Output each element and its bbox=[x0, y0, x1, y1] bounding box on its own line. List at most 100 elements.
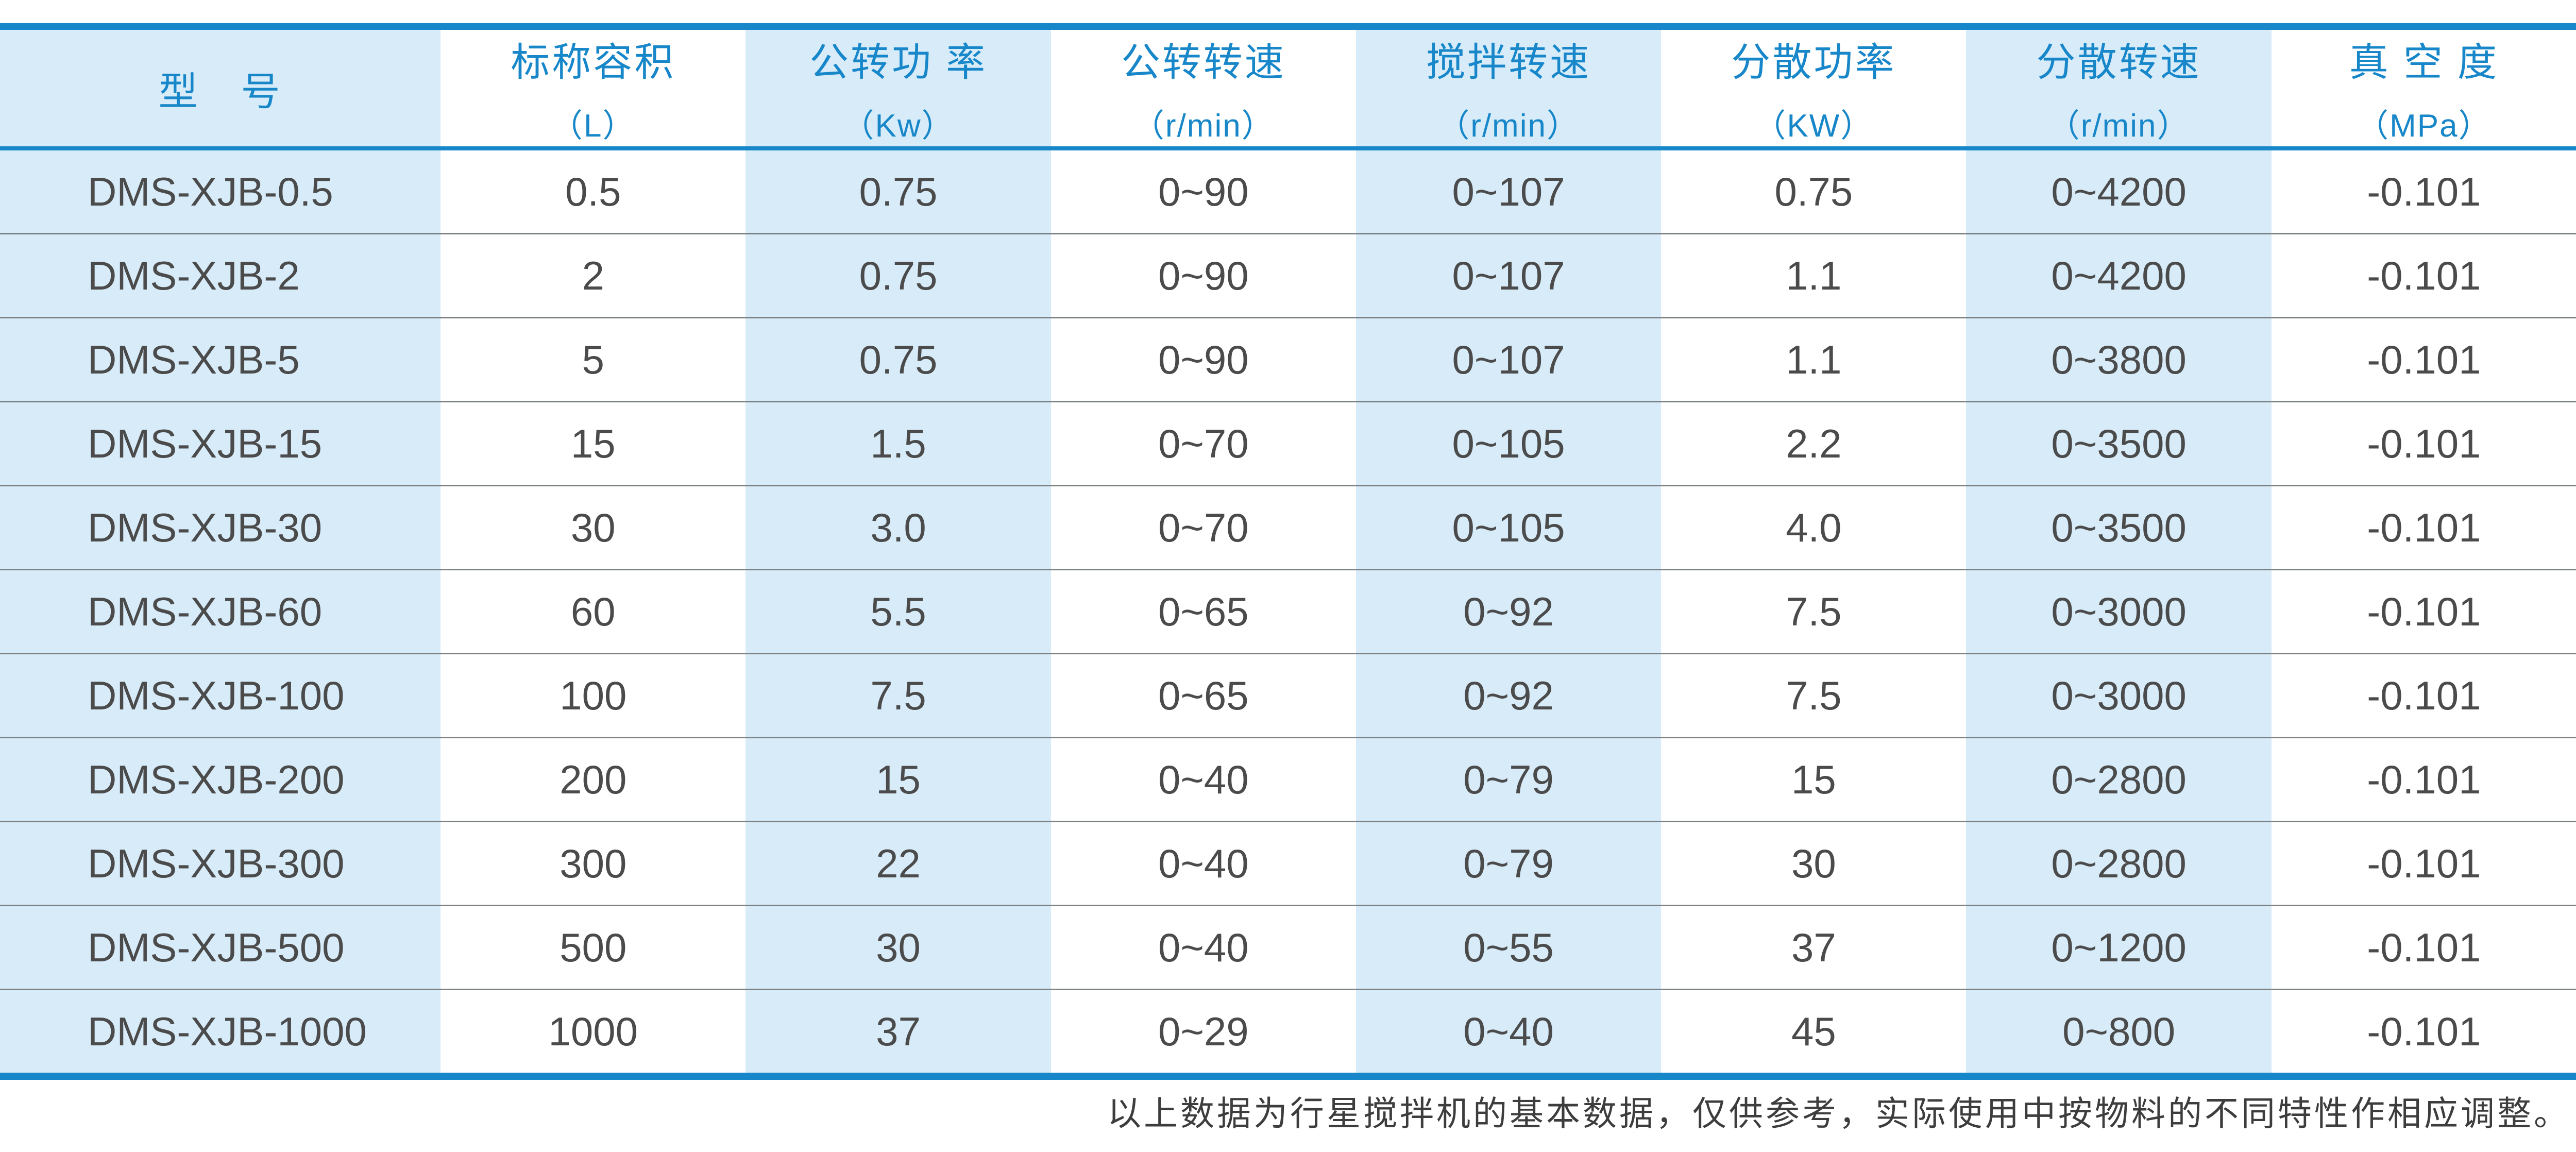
table-header-row: 型 号 标称容积 （L） 公转功 率 （Kw） 公转转速 （r/min） 搅拌转速 （r/min… bbox=[0, 30, 2576, 150]
column-unit: （Kw） bbox=[842, 108, 955, 144]
value-cell: 100 bbox=[560, 672, 627, 718]
value-cell: 0~40 bbox=[1158, 840, 1249, 886]
column-unit: （r/min） bbox=[1437, 108, 1580, 144]
header-cell-0: 型 号 bbox=[0, 30, 441, 146]
spec-table: 型 号 标称容积 （L） 公转功 率 （Kw） 公转转速 （r/min） 搅拌转速 （r/min… bbox=[0, 23, 2576, 1080]
value-cell: 15 bbox=[745, 738, 1051, 821]
value-cell: 0~800 bbox=[1966, 990, 2272, 1073]
value-cell: 60 bbox=[570, 588, 616, 634]
model-cell: DMS-XJB-5 bbox=[0, 318, 441, 401]
table-row: DMS-XJB-30 30 3.0 0~70 0~105 4.0 0~3500 -0.101 bbox=[0, 485, 2576, 569]
value-cell: 0~105 bbox=[1355, 402, 1662, 485]
table-body: DMS-XJB-0.5 0.5 0.75 0~90 0~107 0.75 0~4200 -0.… bbox=[0, 150, 2576, 1073]
column-unit: （r/min） bbox=[2047, 108, 2190, 144]
value-cell: 37 bbox=[745, 990, 1051, 1073]
column-unit: （KW） bbox=[1754, 108, 1874, 144]
value-cell: 0~92 bbox=[1355, 654, 1662, 737]
value-cell: 22 bbox=[745, 822, 1051, 905]
value-cell: 0~70 bbox=[1158, 420, 1249, 466]
model-cell: DMS-XJB-100 bbox=[0, 654, 441, 737]
value-cell: 0~79 bbox=[1355, 738, 1662, 821]
model-cell: DMS-XJB-200 bbox=[0, 738, 441, 821]
value-cell: 0~70 bbox=[1158, 504, 1249, 550]
value-cell: 45 bbox=[1791, 1008, 1836, 1054]
value-cell: 0~3000 bbox=[1966, 654, 2272, 737]
value-cell: 0~107 bbox=[1355, 234, 1662, 317]
value-cell: 0~90 bbox=[1158, 168, 1249, 214]
column-unit: （L） bbox=[551, 108, 636, 144]
value-cell: 0~90 bbox=[1158, 252, 1249, 298]
column-title: 标称容积 bbox=[511, 41, 676, 84]
value-cell: 0~79 bbox=[1355, 822, 1662, 905]
table-row: DMS-XJB-200 200 15 0~40 0~79 15 0~2800 -0.101 bbox=[0, 737, 2576, 821]
value-cell: 0~29 bbox=[1158, 1008, 1249, 1054]
value-cell: 0~3800 bbox=[1966, 318, 2272, 401]
value-cell: -0.101 bbox=[2367, 756, 2481, 802]
header-cell-7: 真 空 度 （MPa） bbox=[2272, 30, 2576, 146]
value-cell: 0~107 bbox=[1355, 150, 1662, 233]
value-cell: 0.5 bbox=[565, 168, 621, 214]
table-row: DMS-XJB-60 60 5.5 0~65 0~92 7.5 0~3000 -0.101 bbox=[0, 569, 2576, 653]
value-cell: 0~92 bbox=[1355, 570, 1662, 653]
model-cell: DMS-XJB-0.5 bbox=[0, 150, 441, 233]
value-cell: 0.75 bbox=[745, 318, 1051, 401]
value-cell: 7.5 bbox=[1786, 588, 1842, 634]
table-row: DMS-XJB-2 2 0.75 0~90 0~107 1.1 0~4200 -0.101 bbox=[0, 233, 2576, 317]
value-cell: 5.5 bbox=[745, 570, 1051, 653]
value-cell: 0~65 bbox=[1158, 588, 1249, 634]
column-title: 搅拌转速 bbox=[1426, 41, 1591, 84]
value-cell: 0~107 bbox=[1355, 318, 1662, 401]
header-cell-6: 分散转速 （r/min） bbox=[1966, 30, 2272, 146]
value-cell: 1.5 bbox=[745, 402, 1051, 485]
value-cell: 0.75 bbox=[745, 150, 1051, 233]
column-title: 真 空 度 bbox=[2349, 41, 2499, 84]
value-cell: -0.101 bbox=[2367, 252, 2481, 298]
column-title: 分散功率 bbox=[1731, 41, 1896, 84]
header-cell-5: 分散功率 （KW） bbox=[1661, 30, 1966, 146]
value-cell: 0~40 bbox=[1158, 756, 1249, 802]
value-cell: 3.0 bbox=[745, 486, 1051, 569]
table-row: DMS-XJB-100 100 7.5 0~65 0~92 7.5 0~3000 -0.101 bbox=[0, 653, 2576, 737]
value-cell: 1.1 bbox=[1786, 252, 1842, 298]
value-cell: 0~3500 bbox=[1966, 402, 2272, 485]
value-cell: 30 bbox=[1791, 840, 1836, 886]
header-cell-2: 公转功 率 （Kw） bbox=[745, 30, 1051, 146]
table-row: DMS-XJB-0.5 0.5 0.75 0~90 0~107 0.75 0~4200 -0.… bbox=[0, 150, 2576, 233]
value-cell: 0~65 bbox=[1158, 672, 1249, 718]
value-cell: 0~1200 bbox=[1966, 906, 2272, 989]
footnote: 以上数据为行星搅拌机的基本数据，仅供参考，实际使用中按物料的不同特性作相应调整。 bbox=[1107, 1095, 2570, 1133]
value-cell: 37 bbox=[1791, 924, 1836, 970]
value-cell: 0~2800 bbox=[1966, 738, 2272, 821]
header-cell-4: 搅拌转速 （r/min） bbox=[1355, 30, 1662, 146]
model-cell: DMS-XJB-60 bbox=[0, 570, 441, 653]
value-cell: 30 bbox=[570, 504, 616, 550]
value-cell: 300 bbox=[560, 840, 627, 886]
column-title: 分散转速 bbox=[2036, 41, 2201, 84]
model-cell: DMS-XJB-500 bbox=[0, 906, 441, 989]
column-unit: （MPa） bbox=[2357, 108, 2492, 144]
value-cell: -0.101 bbox=[2367, 168, 2481, 214]
value-cell: -0.101 bbox=[2367, 336, 2481, 382]
value-cell: 0~4200 bbox=[1966, 150, 2272, 233]
table-row: DMS-XJB-300 300 22 0~40 0~79 30 0~2800 -0.101 bbox=[0, 821, 2576, 905]
value-cell: 0~40 bbox=[1355, 990, 1662, 1073]
value-cell: -0.101 bbox=[2367, 504, 2481, 550]
value-cell: 5 bbox=[582, 336, 604, 382]
value-cell: 30 bbox=[745, 906, 1051, 989]
value-cell: 0.75 bbox=[745, 234, 1051, 317]
value-cell: 15 bbox=[570, 420, 616, 466]
table-row: DMS-XJB-15 15 1.5 0~70 0~105 2.2 0~3500 -0.101 bbox=[0, 401, 2576, 485]
value-cell: 0~3000 bbox=[1966, 570, 2272, 653]
value-cell: -0.101 bbox=[2367, 1008, 2481, 1054]
value-cell: 7.5 bbox=[1786, 672, 1842, 718]
column-title: 型 号 bbox=[158, 70, 282, 114]
value-cell: 0~3500 bbox=[1966, 486, 2272, 569]
value-cell: 0~40 bbox=[1158, 924, 1249, 970]
table-row: DMS-XJB-500 500 30 0~40 0~55 37 0~1200 -0.101 bbox=[0, 905, 2576, 989]
value-cell: 1.1 bbox=[1786, 336, 1842, 382]
value-cell: 0~105 bbox=[1355, 486, 1662, 569]
model-cell: DMS-XJB-15 bbox=[0, 402, 441, 485]
value-cell: 200 bbox=[560, 756, 627, 802]
header-cell-3: 公转转速 （r/min） bbox=[1051, 30, 1356, 146]
